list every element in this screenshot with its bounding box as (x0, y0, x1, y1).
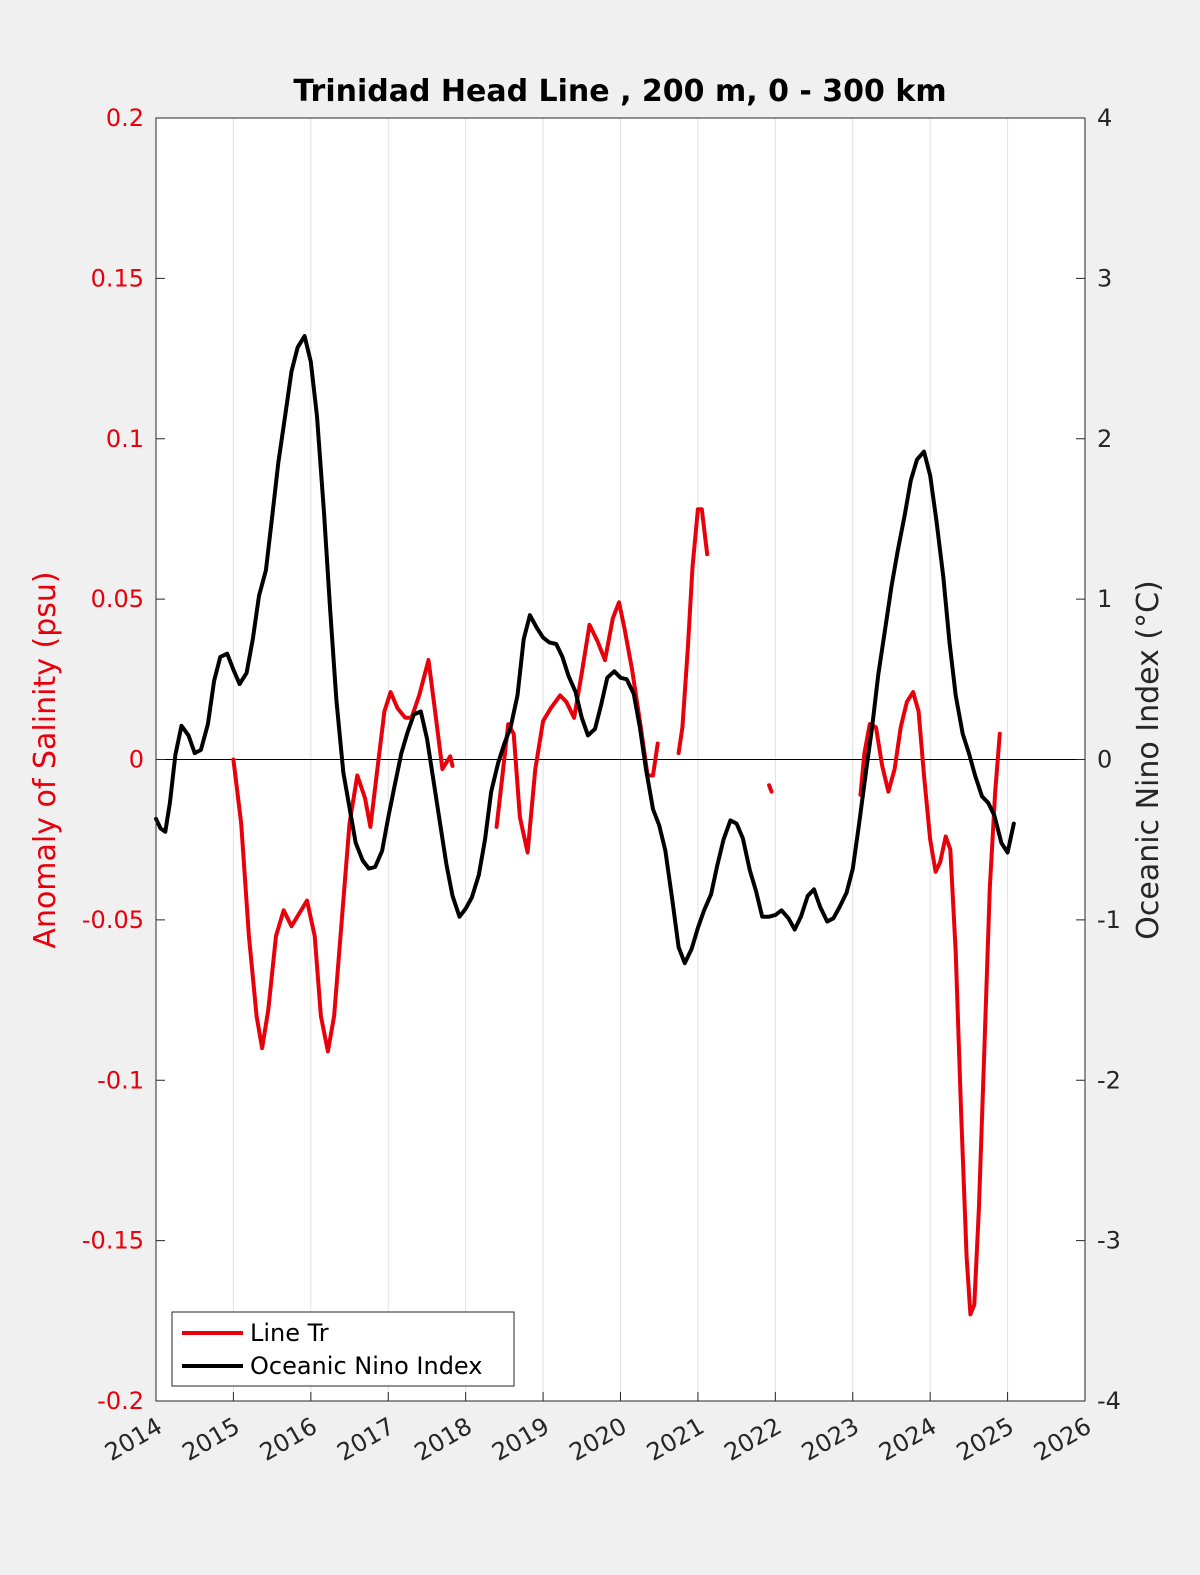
y-left-tick-label: -0.05 (82, 906, 144, 934)
x-tick-label: 2014 (100, 1412, 167, 1467)
series-line-tr (231, 658, 455, 1054)
y-left-tick-label: 0 (129, 746, 144, 774)
chart-title: Trinidad Head Line , 200 m, 0 - 300 km (293, 74, 946, 109)
y-right-tick-label: -2 (1097, 1066, 1121, 1094)
y-axis-left-label: Anomaly of Salinity (psu) (28, 571, 63, 948)
x-tick-label: 2025 (952, 1412, 1019, 1467)
y-axis-right: 4 3 2 1 0 -1 -2 -3 -4 (1076, 104, 1121, 1415)
series-line-tr (767, 783, 774, 794)
x-axis: 2014 2015 2016 2017 2018 2019 2020 2021 2022 2023… (100, 1392, 1096, 1467)
x-tick-label: 2024 (874, 1412, 941, 1467)
legend-label-line-tr: Line Tr (250, 1319, 329, 1347)
y-axis-left: 0.2 0.15 0.1 0.05 0 -0.05 -0.1 -0.15 -0.2 (82, 104, 165, 1415)
y-left-tick-label: 0.2 (106, 104, 144, 132)
y-right-tick-label: 3 (1097, 264, 1112, 292)
x-tick-label: 2021 (642, 1412, 709, 1467)
x-tick-label: 2022 (719, 1412, 786, 1467)
legend-box (171, 1311, 515, 1387)
x-tick-label: 2018 (410, 1412, 477, 1467)
x-tick-label: 2023 (797, 1412, 864, 1467)
y-left-tick-label: 0.15 (91, 264, 144, 292)
series-layer (154, 334, 1016, 1317)
series-line-tr (676, 507, 710, 756)
y-left-tick-label: 0.05 (91, 585, 144, 613)
x-tick-label: 2017 (332, 1412, 399, 1467)
x-tick-label: 2020 (565, 1412, 632, 1467)
y-right-tick-label: -4 (1097, 1387, 1121, 1415)
x-tick-label: 2026 (1029, 1412, 1096, 1467)
y-left-tick-label: -0.15 (82, 1227, 144, 1255)
x-tick-label: 2016 (255, 1412, 322, 1467)
y-right-tick-label: 4 (1097, 104, 1112, 132)
series-line-tr (858, 690, 1002, 1317)
y-right-tick-label: -3 (1097, 1227, 1121, 1255)
y-right-tick-label: 0 (1097, 746, 1112, 774)
y-left-tick-label: -0.1 (97, 1066, 144, 1094)
x-tick-label: 2015 (178, 1412, 245, 1467)
legend: Line Tr Oceanic Nino Index (171, 1311, 515, 1387)
x-tick-label: 2019 (487, 1412, 554, 1467)
y-axis-right-label: Oceanic Nino Index (°C) (1131, 580, 1166, 940)
y-right-tick-label: 1 (1097, 585, 1112, 613)
y-left-tick-label: 0.1 (106, 425, 144, 453)
legend-label-oni: Oceanic Nino Index (250, 1352, 482, 1380)
y-left-tick-label: -0.2 (97, 1387, 144, 1415)
y-right-tick-label: 2 (1097, 425, 1112, 453)
y-right-tick-label: -1 (1097, 906, 1121, 934)
series-oceanic-nino-index (154, 334, 1016, 966)
